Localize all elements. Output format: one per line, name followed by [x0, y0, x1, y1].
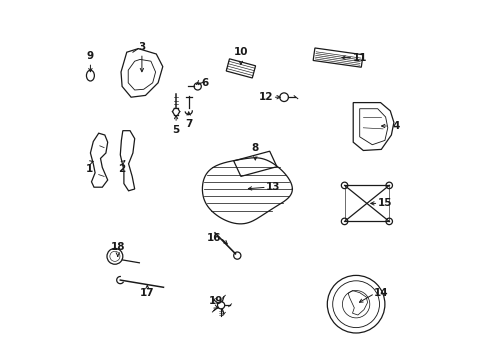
Text: 11: 11: [352, 53, 366, 63]
Text: 13: 13: [265, 182, 280, 192]
Text: 3: 3: [138, 42, 145, 52]
Text: 10: 10: [233, 47, 247, 57]
Text: 8: 8: [251, 143, 258, 153]
Text: 16: 16: [206, 233, 221, 243]
Text: 5: 5: [172, 125, 180, 135]
Text: 6: 6: [201, 78, 208, 88]
Text: 9: 9: [87, 51, 94, 61]
Text: 17: 17: [140, 288, 154, 298]
Text: 15: 15: [377, 198, 391, 208]
Text: 1: 1: [85, 164, 92, 174]
Text: 14: 14: [373, 288, 388, 298]
Text: 4: 4: [391, 121, 399, 131]
Text: 19: 19: [208, 296, 223, 306]
Text: 2: 2: [118, 164, 125, 174]
Text: 12: 12: [258, 92, 273, 102]
Text: 7: 7: [184, 119, 192, 129]
Text: 18: 18: [110, 242, 125, 252]
